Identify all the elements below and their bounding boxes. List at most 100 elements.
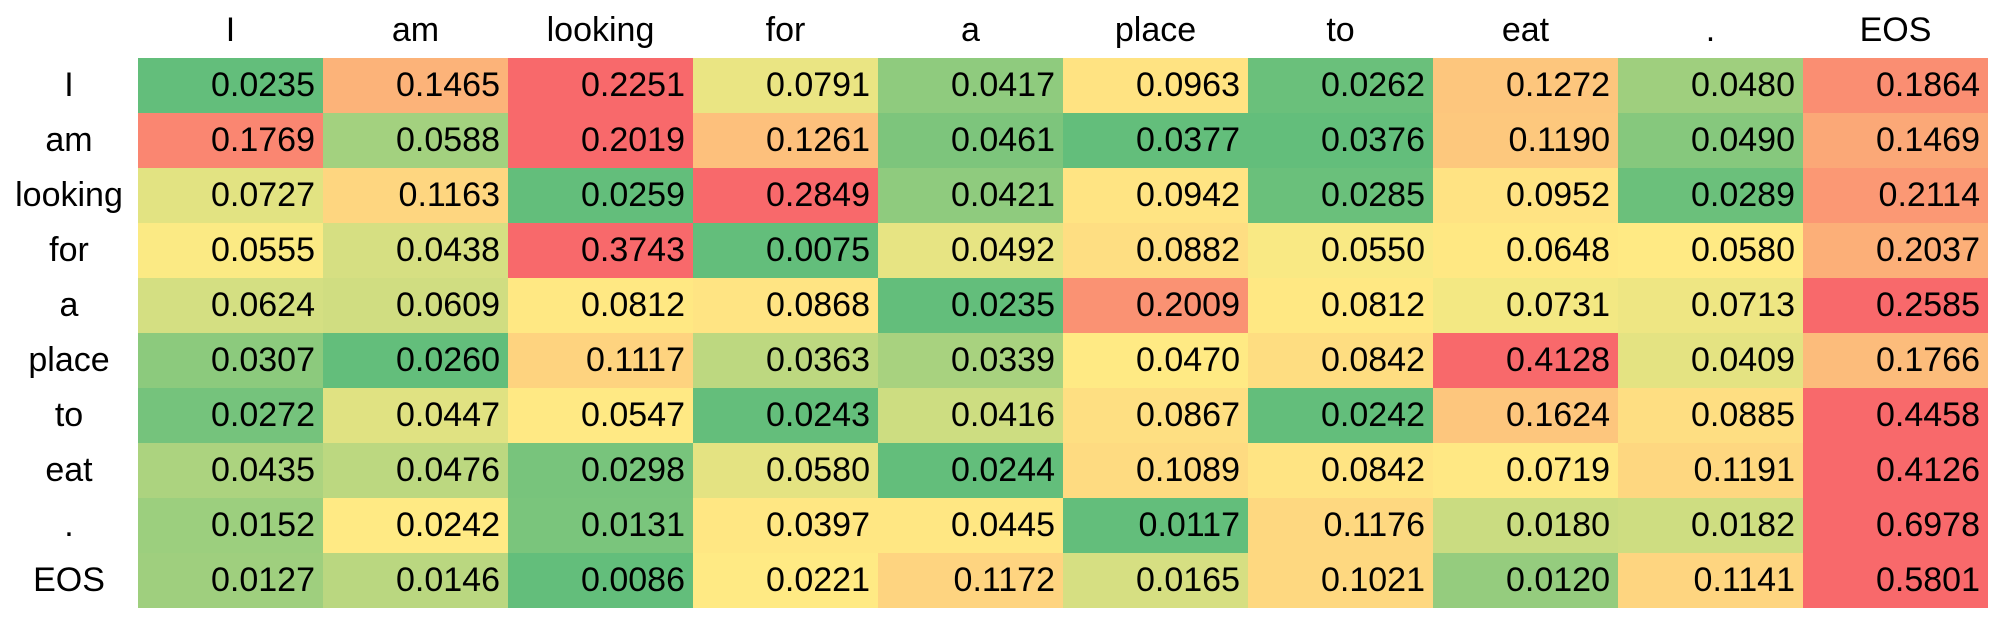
heatmap-cell: 0.0243 bbox=[693, 388, 878, 443]
heatmap-cell: 0.0146 bbox=[323, 553, 508, 608]
heatmap-cell: 0.0244 bbox=[878, 443, 1063, 498]
heatmap-cell: 0.1272 bbox=[1433, 58, 1618, 113]
heatmap-cell: 0.0842 bbox=[1248, 333, 1433, 388]
heatmap-cell: 0.0417 bbox=[878, 58, 1063, 113]
heatmap-cell: 0.1172 bbox=[878, 553, 1063, 608]
row-label: looking bbox=[15, 176, 123, 214]
column-label: looking bbox=[546, 11, 655, 49]
heatmap-cell: 0.1864 bbox=[1803, 58, 1988, 113]
heatmap-cell: 0.1021 bbox=[1248, 553, 1433, 608]
heatmap-cell: 0.0882 bbox=[1063, 223, 1248, 278]
heatmap-cell: 0.0086 bbox=[508, 553, 693, 608]
heatmap-cell: 0.0445 bbox=[878, 498, 1063, 553]
heatmap-cell: 0.0242 bbox=[1248, 388, 1433, 443]
heatmap-cell: 0.0580 bbox=[1618, 223, 1803, 278]
heatmap-cell: 0.2251 bbox=[508, 58, 693, 113]
heatmap-cell: 0.2037 bbox=[1803, 223, 1988, 278]
column-label: eat bbox=[1501, 11, 1550, 49]
heatmap-cell: 0.0812 bbox=[508, 278, 693, 333]
heatmap-cell: 0.0952 bbox=[1433, 168, 1618, 223]
heatmap-cell: 0.0377 bbox=[1063, 113, 1248, 168]
heatmap-cell: 0.0438 bbox=[323, 223, 508, 278]
heatmap-cell: 0.1163 bbox=[323, 168, 508, 223]
heatmap-cell: 0.2114 bbox=[1803, 168, 1988, 223]
column-label: a bbox=[961, 11, 980, 49]
heatmap-cell: 0.0272 bbox=[138, 388, 323, 443]
heatmap-cell: 0.0416 bbox=[878, 388, 1063, 443]
heatmap-cell: 0.0492 bbox=[878, 223, 1063, 278]
row-label: eat bbox=[45, 451, 93, 489]
heatmap-cell: 0.0791 bbox=[693, 58, 878, 113]
heatmap-cell: 0.3743 bbox=[508, 223, 693, 278]
heatmap-cell: 0.1769 bbox=[138, 113, 323, 168]
heatmap-cell: 0.6978 bbox=[1803, 498, 1988, 553]
heatmap-cell: 0.0221 bbox=[693, 553, 878, 608]
heatmap-cell: 0.0550 bbox=[1248, 223, 1433, 278]
heatmap-cell: 0.1261 bbox=[693, 113, 878, 168]
heatmap-cell: 0.0731 bbox=[1433, 278, 1618, 333]
heatmap-cell: 0.0242 bbox=[323, 498, 508, 553]
heatmap-cell: 0.0131 bbox=[508, 498, 693, 553]
heatmap-cell: 0.0942 bbox=[1063, 168, 1248, 223]
heatmap-cell: 0.0409 bbox=[1618, 333, 1803, 388]
heatmap-cell: 0.0812 bbox=[1248, 278, 1433, 333]
heatmap-cell: 0.0435 bbox=[138, 443, 323, 498]
heatmap-cell: 0.0547 bbox=[508, 388, 693, 443]
heatmap-cell: 0.1176 bbox=[1248, 498, 1433, 553]
heatmap-cell: 0.2849 bbox=[693, 168, 878, 223]
column-label: . bbox=[1705, 11, 1716, 49]
heatmap-cell: 0.0588 bbox=[323, 113, 508, 168]
heatmap-cell: 0.0152 bbox=[138, 498, 323, 553]
heatmap-cell: 0.0117 bbox=[1063, 498, 1248, 553]
heatmap-cell: 0.0842 bbox=[1248, 443, 1433, 498]
heatmap-cell: 0.0127 bbox=[138, 553, 323, 608]
heatmap-cell: 0.0235 bbox=[138, 58, 323, 113]
heatmap-cell: 0.0421 bbox=[878, 168, 1063, 223]
column-label: to bbox=[1326, 11, 1355, 49]
column-label: for bbox=[765, 11, 806, 49]
heatmap-cell: 0.1465 bbox=[323, 58, 508, 113]
heatmap-cell: 0.0262 bbox=[1248, 58, 1433, 113]
heatmap-cell: 0.0260 bbox=[323, 333, 508, 388]
heatmap-cell: 0.1469 bbox=[1803, 113, 1988, 168]
heatmap-cell: 0.1190 bbox=[1433, 113, 1618, 168]
heatmap-cell: 0.0180 bbox=[1433, 498, 1618, 553]
row-label: . bbox=[64, 506, 74, 544]
heatmap-cell: 0.1766 bbox=[1803, 333, 1988, 388]
heatmap-cell: 0.0120 bbox=[1433, 553, 1618, 608]
column-label: I bbox=[225, 11, 236, 49]
heatmap-cell: 0.0867 bbox=[1063, 388, 1248, 443]
heatmap-cell: 0.0285 bbox=[1248, 168, 1433, 223]
heatmap-cell: 0.0339 bbox=[878, 333, 1063, 388]
heatmap-cell: 0.1089 bbox=[1063, 443, 1248, 498]
row-label: I bbox=[64, 66, 74, 104]
heatmap-cell: 0.1117 bbox=[508, 333, 693, 388]
heatmap-cell: 0.5801 bbox=[1803, 553, 1988, 608]
heatmap-cell: 0.0165 bbox=[1063, 553, 1248, 608]
heatmap-cell: 0.0885 bbox=[1618, 388, 1803, 443]
row-label: place bbox=[28, 341, 110, 379]
heatmap-cell: 0.2585 bbox=[1803, 278, 1988, 333]
heatmap-cell: 0.0868 bbox=[693, 278, 878, 333]
heatmap-cell: 0.0648 bbox=[1433, 223, 1618, 278]
heatmap-cell: 0.0376 bbox=[1248, 113, 1433, 168]
row-label: for bbox=[49, 231, 89, 269]
heatmap-cell: 0.0490 bbox=[1618, 113, 1803, 168]
heatmap-cell: 0.0075 bbox=[693, 223, 878, 278]
heatmap-cell: 0.0609 bbox=[323, 278, 508, 333]
column-label: EOS bbox=[1859, 11, 1932, 49]
heatmap-cell: 0.0727 bbox=[138, 168, 323, 223]
heatmap-cell: 0.0259 bbox=[508, 168, 693, 223]
heatmap-cell: 0.0470 bbox=[1063, 333, 1248, 388]
heatmap-cell: 0.4128 bbox=[1433, 333, 1618, 388]
column-label: am bbox=[391, 11, 440, 49]
heatmap-cell: 0.0461 bbox=[878, 113, 1063, 168]
heatmap-cell: 0.0480 bbox=[1618, 58, 1803, 113]
heatmap-cell: 0.1141 bbox=[1618, 553, 1803, 608]
heatmap-cell: 0.0713 bbox=[1618, 278, 1803, 333]
row-label: am bbox=[45, 121, 93, 159]
heatmap-cell: 0.1624 bbox=[1433, 388, 1618, 443]
heatmap-cell: 0.1191 bbox=[1618, 443, 1803, 498]
column-label: place bbox=[1114, 11, 1197, 49]
